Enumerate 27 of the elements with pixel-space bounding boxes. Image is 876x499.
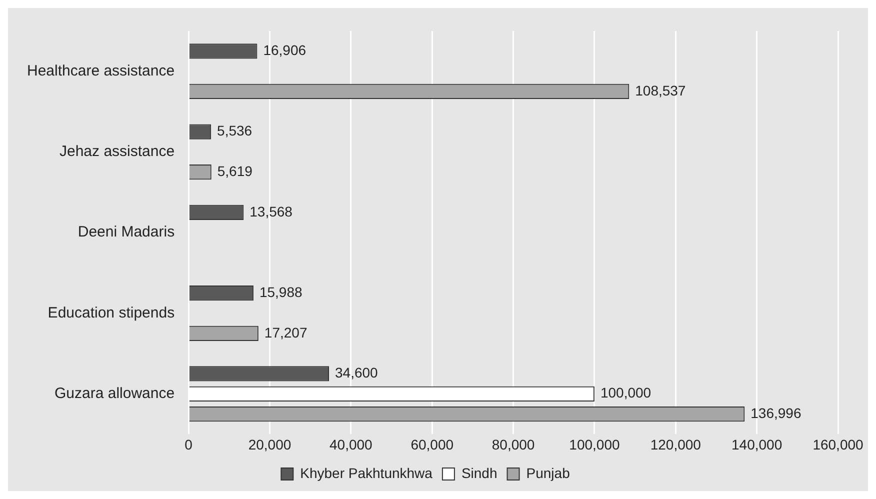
data-label: 136,996 (750, 404, 802, 421)
y-tick-label: Education stipends (48, 304, 175, 322)
data-label: 15,988 (259, 284, 303, 300)
x-tick-label: 0 (184, 436, 193, 452)
data-label: 5,536 (217, 122, 252, 139)
x-tick-label: 60,000 (410, 436, 454, 452)
data-label: 100,000 (600, 384, 652, 401)
x-tick-label: 20,000 (248, 436, 292, 452)
x-tick-label: 100,000 (569, 436, 620, 452)
x-tick-label: 120,000 (650, 436, 702, 452)
x-tick-label: 160,000 (812, 436, 864, 452)
data-label: 16,906 (263, 42, 306, 58)
y-tick-label: Jehaz assistance (60, 143, 175, 160)
data-label: 17,207 (264, 324, 308, 340)
y-tick-label: Deeni Madaris (78, 224, 175, 241)
data-label: 108,537 (635, 82, 686, 98)
data-label: 34,600 (335, 364, 378, 381)
legend-label: Khyber Pakhtunkhwa (300, 464, 433, 481)
legend-label: Punjab (526, 464, 570, 481)
x-tick-label: 80,000 (492, 436, 535, 452)
y-tick-label: Healthcare assistance (27, 62, 175, 80)
x-tick-label: 40,000 (330, 436, 373, 452)
data-label: 5,619 (217, 162, 253, 179)
legend-label: Sindh (461, 464, 498, 481)
x-tick-label: 140,000 (732, 436, 782, 452)
y-tick-label: Guzara allowance (54, 385, 175, 402)
data-label: 13,568 (250, 203, 293, 220)
